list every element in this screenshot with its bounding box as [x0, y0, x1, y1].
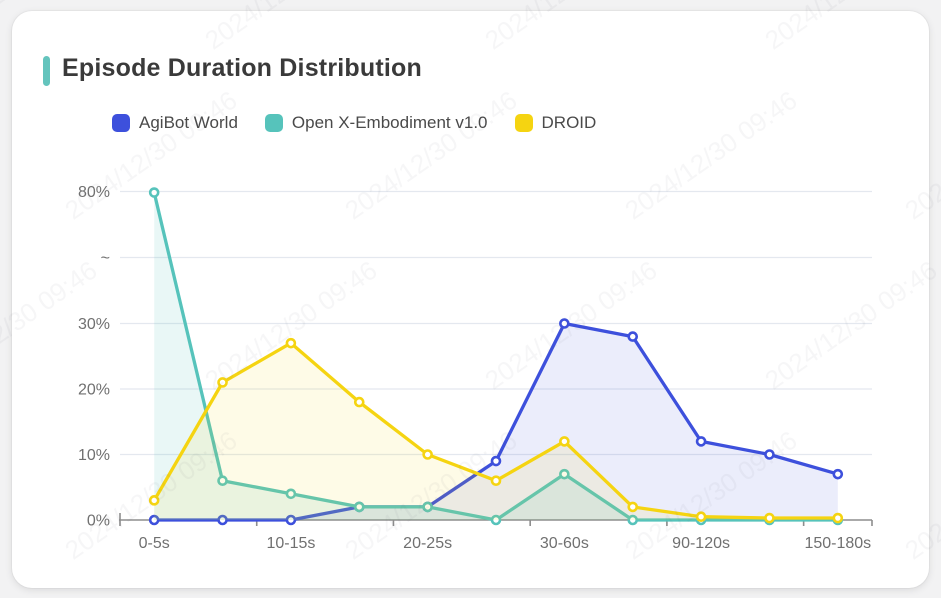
y-axis-tick-label: 80%: [78, 184, 110, 201]
data-point-marker-droid[interactable]: [490, 475, 502, 487]
x-axis-label: 30-60s: [540, 535, 589, 552]
x-axis-label: 150-180s: [804, 535, 871, 552]
legend-item-agibot-world[interactable]: AgiBot World: [112, 113, 238, 133]
legend-item-droid[interactable]: DROID: [514, 113, 597, 133]
data-point-marker-droid[interactable]: [353, 396, 365, 408]
y-axis-tick-label: 20%: [78, 382, 110, 399]
x-axis-label: 10-15s: [266, 535, 315, 552]
data-point-marker-open-x-embodiment-v1-0[interactable]: [422, 501, 433, 513]
legend-swatch-open-x-embodiment-v1-0: [264, 114, 283, 132]
data-point-marker-open-x-embodiment-v1-0[interactable]: [217, 475, 228, 487]
chart-legend: AgiBot World Open X-Embodiment v1.0 DROID: [112, 113, 596, 133]
data-point-marker-agibot-world[interactable]: [559, 318, 570, 329]
legend-label: Open X-Embodiment v1.0: [291, 113, 488, 132]
data-point-marker-agibot-world[interactable]: [764, 449, 775, 460]
chart-card: [12, 11, 929, 588]
data-point-marker-droid[interactable]: [764, 512, 775, 524]
data-point-marker-open-x-embodiment-v1-0[interactable]: [559, 468, 570, 480]
data-point-marker-droid[interactable]: [285, 337, 297, 349]
data-point-marker-open-x-embodiment-v1-0[interactable]: [490, 514, 502, 526]
data-point-marker-agibot-world[interactable]: [285, 514, 297, 526]
y-axis-tick-label: 0%: [87, 513, 110, 530]
data-point-marker-droid[interactable]: [695, 511, 707, 523]
x-axis-label: 0-5s: [139, 535, 170, 552]
data-point-marker-droid[interactable]: [148, 495, 160, 506]
y-axis-tick-label: 30%: [78, 316, 110, 333]
legend-label: DROID: [541, 113, 597, 132]
series-area-agibot-world: [154, 323, 838, 520]
data-point-marker-droid[interactable]: [559, 436, 570, 447]
y-axis-tick-label: 10%: [78, 447, 110, 464]
legend-item-open-x-embodiment-v1-0[interactable]: Open X-Embodiment v1.0: [264, 113, 488, 133]
data-point-marker-open-x-embodiment-v1-0[interactable]: [353, 501, 365, 513]
data-point-marker-agibot-world[interactable]: [695, 436, 707, 447]
data-point-marker-droid[interactable]: [832, 512, 844, 524]
data-point-marker-open-x-embodiment-v1-0[interactable]: [627, 514, 639, 526]
data-point-marker-droid[interactable]: [217, 377, 228, 388]
data-point-marker-agibot-world[interactable]: [490, 455, 502, 467]
title-accent-bar: [43, 56, 50, 86]
data-point-marker-droid[interactable]: [422, 449, 433, 460]
data-point-marker-open-x-embodiment-v1-0[interactable]: [148, 187, 160, 198]
legend-swatch-agibot-world: [112, 114, 130, 132]
chart-title: Episode Duration Distribution: [62, 54, 422, 82]
data-point-marker-agibot-world[interactable]: [217, 514, 228, 526]
data-point-marker-open-x-embodiment-v1-0[interactable]: [285, 488, 297, 500]
legend-label: AgiBot World: [139, 113, 238, 132]
y-axis-break-tilde: ~: [101, 250, 110, 267]
data-point-marker-agibot-world[interactable]: [148, 514, 160, 526]
data-point-marker-agibot-world[interactable]: [627, 331, 639, 342]
data-point-marker-agibot-world[interactable]: [832, 468, 844, 480]
series-area-droid: [154, 343, 838, 520]
data-point-marker-droid[interactable]: [627, 501, 639, 513]
series-area-open-x-embodiment-v1-0: [154, 192, 838, 520]
x-axis-label: 90-120s: [672, 535, 730, 552]
x-axis-label: 20-25s: [403, 535, 452, 552]
legend-swatch-droid: [514, 114, 533, 132]
